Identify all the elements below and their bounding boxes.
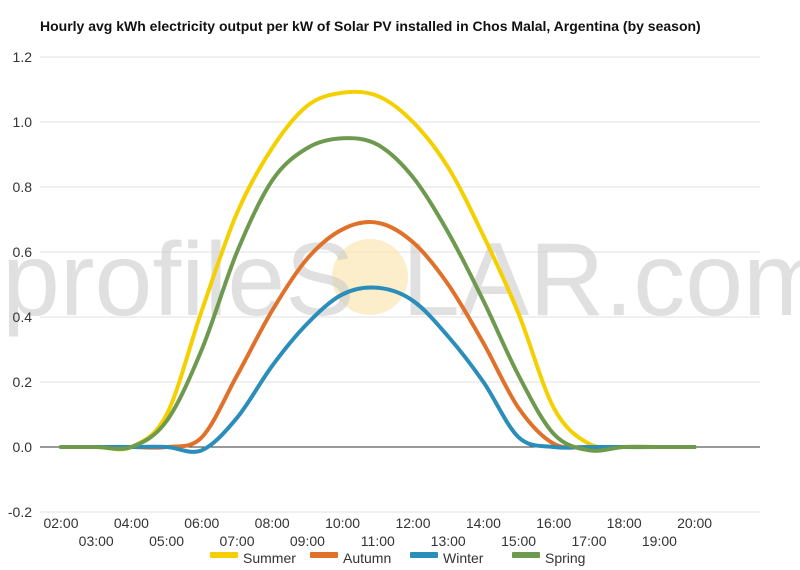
y-tick-label: 0.2 — [13, 374, 33, 390]
x-tick-label: 16:00 — [536, 515, 571, 531]
x-tick-label: 04:00 — [114, 515, 149, 531]
y-axis: -0.2 0.0 0.2 0.4 0.6 0.8 1.0 1.2 — [8, 49, 32, 520]
legend-swatch-winter — [410, 552, 438, 558]
x-axis: 02:0003:0004:0005:0006:0007:0008:0009:00… — [43, 515, 712, 549]
x-tick-label: 12:00 — [395, 515, 430, 531]
y-tick-label: -0.2 — [8, 504, 32, 520]
x-tick-label: 10:00 — [325, 515, 360, 531]
legend-swatch-summer — [210, 552, 238, 558]
y-tick-label: 1.2 — [13, 49, 33, 65]
y-tick-label: 1.0 — [13, 114, 33, 130]
x-tick-label: 20:00 — [677, 515, 712, 531]
x-tick-label: 11:00 — [361, 533, 395, 549]
legend-label-summer: Summer — [243, 550, 296, 566]
legend-label-winter: Winter — [443, 550, 484, 566]
x-tick-label: 14:00 — [466, 515, 501, 531]
x-tick-label: 05:00 — [149, 533, 184, 549]
legend: Summer Autumn Winter Spring — [210, 550, 585, 566]
x-tick-label: 19:00 — [642, 533, 677, 549]
y-tick-label: 0.4 — [13, 309, 33, 325]
x-tick-label: 18:00 — [607, 515, 642, 531]
chart-title: Hourly avg kWh electricity output per kW… — [40, 18, 701, 34]
y-tick-label: 0.6 — [13, 244, 33, 260]
legend-label-autumn: Autumn — [343, 550, 391, 566]
y-tick-label: 0.8 — [13, 179, 33, 195]
x-tick-label: 03:00 — [79, 533, 114, 549]
x-tick-label: 07:00 — [219, 533, 254, 549]
grid — [40, 56, 760, 513]
x-tick-label: 02:00 — [43, 515, 78, 531]
series-line-summer — [59, 89, 697, 452]
x-tick-label: 17:00 — [571, 533, 606, 549]
x-tick-label: 13:00 — [431, 533, 466, 549]
series-line-winter — [59, 285, 697, 454]
legend-swatch-spring — [512, 552, 540, 558]
series-lines — [59, 89, 697, 454]
watermark-sun-icon — [332, 239, 408, 315]
y-tick-label: 0.0 — [13, 439, 33, 455]
legend-label-spring: Spring — [545, 550, 585, 566]
x-tick-label: 09:00 — [290, 533, 325, 549]
series-line-spring — [59, 136, 697, 453]
watermark-text-right: LAR.com — [402, 222, 800, 338]
x-tick-label: 06:00 — [184, 515, 219, 531]
watermark-text-left: profileS — [2, 222, 355, 338]
x-tick-label: 08:00 — [255, 515, 290, 531]
watermark: profileS LAR.com — [2, 222, 800, 338]
legend-swatch-autumn — [310, 552, 338, 558]
x-tick-label: 15:00 — [501, 533, 536, 549]
